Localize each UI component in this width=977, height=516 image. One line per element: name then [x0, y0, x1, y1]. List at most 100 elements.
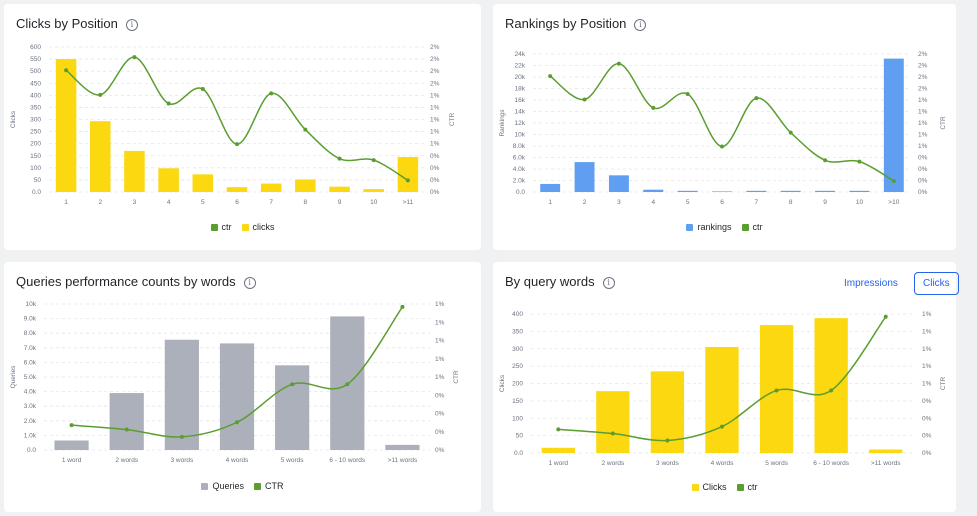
clicks-toggle-button[interactable]: Clicks [914, 272, 959, 295]
legend-label: ctr [752, 222, 763, 232]
y-tick-label: 250 [30, 129, 41, 136]
bar [596, 391, 630, 453]
legend-swatch [241, 224, 249, 231]
queries-performance-card: Queries performance counts by words i 0.0… [4, 262, 481, 512]
y2-tick-label: 0% [435, 411, 445, 418]
bar [260, 183, 282, 192]
y2-tick-label: 0% [430, 189, 440, 196]
y-tick-label: 8.0k [24, 330, 37, 337]
y2-tick-label: 1% [435, 319, 445, 326]
legend-item[interactable]: ctr [210, 222, 232, 232]
info-icon[interactable]: i [125, 19, 138, 31]
y-tick-label: 350 [512, 328, 523, 335]
legend-label: CTR [265, 481, 284, 491]
bar [705, 347, 739, 453]
y2-axis-title: CTR [449, 113, 456, 127]
y2-tick-label: 1% [435, 338, 445, 345]
y-tick-label: 7.0k [24, 345, 37, 352]
y2-tick-label: 1% [430, 141, 440, 148]
x-tick-label: 3 [617, 199, 621, 206]
bar [643, 189, 664, 192]
y2-tick-label: 2% [430, 44, 440, 51]
x-tick-label: 6 [720, 199, 724, 206]
y-tick-label: 100 [512, 415, 523, 422]
y-axis-title: Clicks [10, 110, 17, 128]
y2-axis-title: CTR [940, 116, 947, 130]
info-icon[interactable]: i [634, 19, 647, 31]
ctr-point [98, 92, 103, 97]
x-tick-label: >11 words [388, 457, 418, 464]
bar [849, 190, 870, 192]
x-tick-label: >11 words [871, 460, 901, 467]
bar [275, 365, 310, 450]
x-tick-label: 1 [548, 199, 552, 206]
ctr-point [69, 423, 74, 428]
y-tick-label: 0.0 [32, 189, 41, 196]
bar [164, 339, 199, 450]
legend-item[interactable]: CTR [254, 481, 284, 491]
ctr-point [720, 144, 724, 149]
ctr-line [65, 56, 409, 182]
x-tick-label: 4 [167, 199, 171, 206]
x-tick-label: 10 [370, 199, 378, 206]
ctr-point [616, 61, 621, 66]
legend-item[interactable]: rankings [686, 222, 732, 232]
x-tick-label: 3 [133, 199, 137, 206]
legend-item[interactable]: Clicks [691, 482, 727, 492]
bar [363, 189, 384, 192]
x-tick-label: 3 words [656, 460, 680, 467]
chart-legend: ctr clicks [4, 222, 481, 232]
y2-tick-label: 0% [922, 450, 932, 457]
y2-tick-label: 0% [435, 447, 445, 454]
bar [677, 190, 698, 192]
bar [815, 190, 836, 192]
x-tick-label: >10 [888, 199, 899, 206]
legend-item[interactable]: Queries [201, 481, 244, 491]
bar [397, 156, 419, 192]
x-tick-label: 9 [338, 199, 342, 206]
info-icon[interactable]: i [602, 277, 615, 289]
x-tick-label: 6 - 10 words [813, 460, 850, 467]
chart-legend: rankings ctr [493, 222, 956, 232]
ctr-point [891, 178, 896, 183]
ctr-point [556, 427, 561, 432]
y2-tick-label: 2% [918, 51, 928, 58]
ctr-point [200, 87, 205, 92]
y2-tick-label: 1% [918, 109, 928, 116]
bar [608, 175, 629, 192]
y-tick-label: 0.0 [516, 189, 525, 196]
legend-item[interactable]: clicks [241, 222, 275, 232]
x-tick-label: 1 word [62, 457, 82, 464]
ctr-point [337, 156, 342, 161]
ctr-point [788, 130, 793, 135]
y2-axis-title: CTR [940, 377, 947, 391]
y2-tick-label: 2% [918, 74, 928, 81]
y-tick-label: 6.0k [513, 155, 526, 162]
bar [814, 318, 848, 453]
impressions-toggle-button[interactable]: Impressions [844, 278, 898, 289]
legend-label: Queries [212, 481, 244, 491]
chart-title: Rankings by Position [505, 16, 627, 31]
x-tick-label: 2 words [601, 460, 625, 467]
y-tick-label: 5.0k [24, 374, 37, 381]
y-tick-label: 16k [515, 97, 526, 104]
x-tick-label: 2 [98, 199, 102, 206]
y2-tick-label: 0% [430, 165, 440, 172]
y-tick-label: 6.0k [24, 359, 37, 366]
info-icon[interactable]: i [243, 277, 256, 289]
y2-tick-label: 0% [435, 392, 445, 399]
ctr-point [665, 438, 670, 443]
ctr-point [823, 158, 828, 163]
ctr-point [685, 92, 690, 97]
legend-item[interactable]: ctr [741, 222, 763, 232]
chart-title: By query words [505, 274, 595, 289]
y-tick-label: 400 [512, 311, 523, 318]
y2-tick-label: 0% [435, 429, 445, 436]
ctr-point [582, 97, 587, 102]
bar [54, 440, 89, 450]
bar [540, 183, 561, 192]
legend-item[interactable]: ctr [736, 482, 758, 492]
legend-label: clicks [252, 222, 275, 232]
y2-tick-label: 2% [918, 63, 928, 70]
rankings-by-position-chart: 0.0 2.0k 4.0k 6.0k 8.0k 10k 12k 14k 16k 18k 20k 22k… [499, 51, 947, 206]
